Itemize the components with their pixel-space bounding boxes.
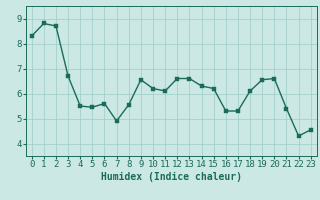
X-axis label: Humidex (Indice chaleur): Humidex (Indice chaleur) [101,172,242,182]
